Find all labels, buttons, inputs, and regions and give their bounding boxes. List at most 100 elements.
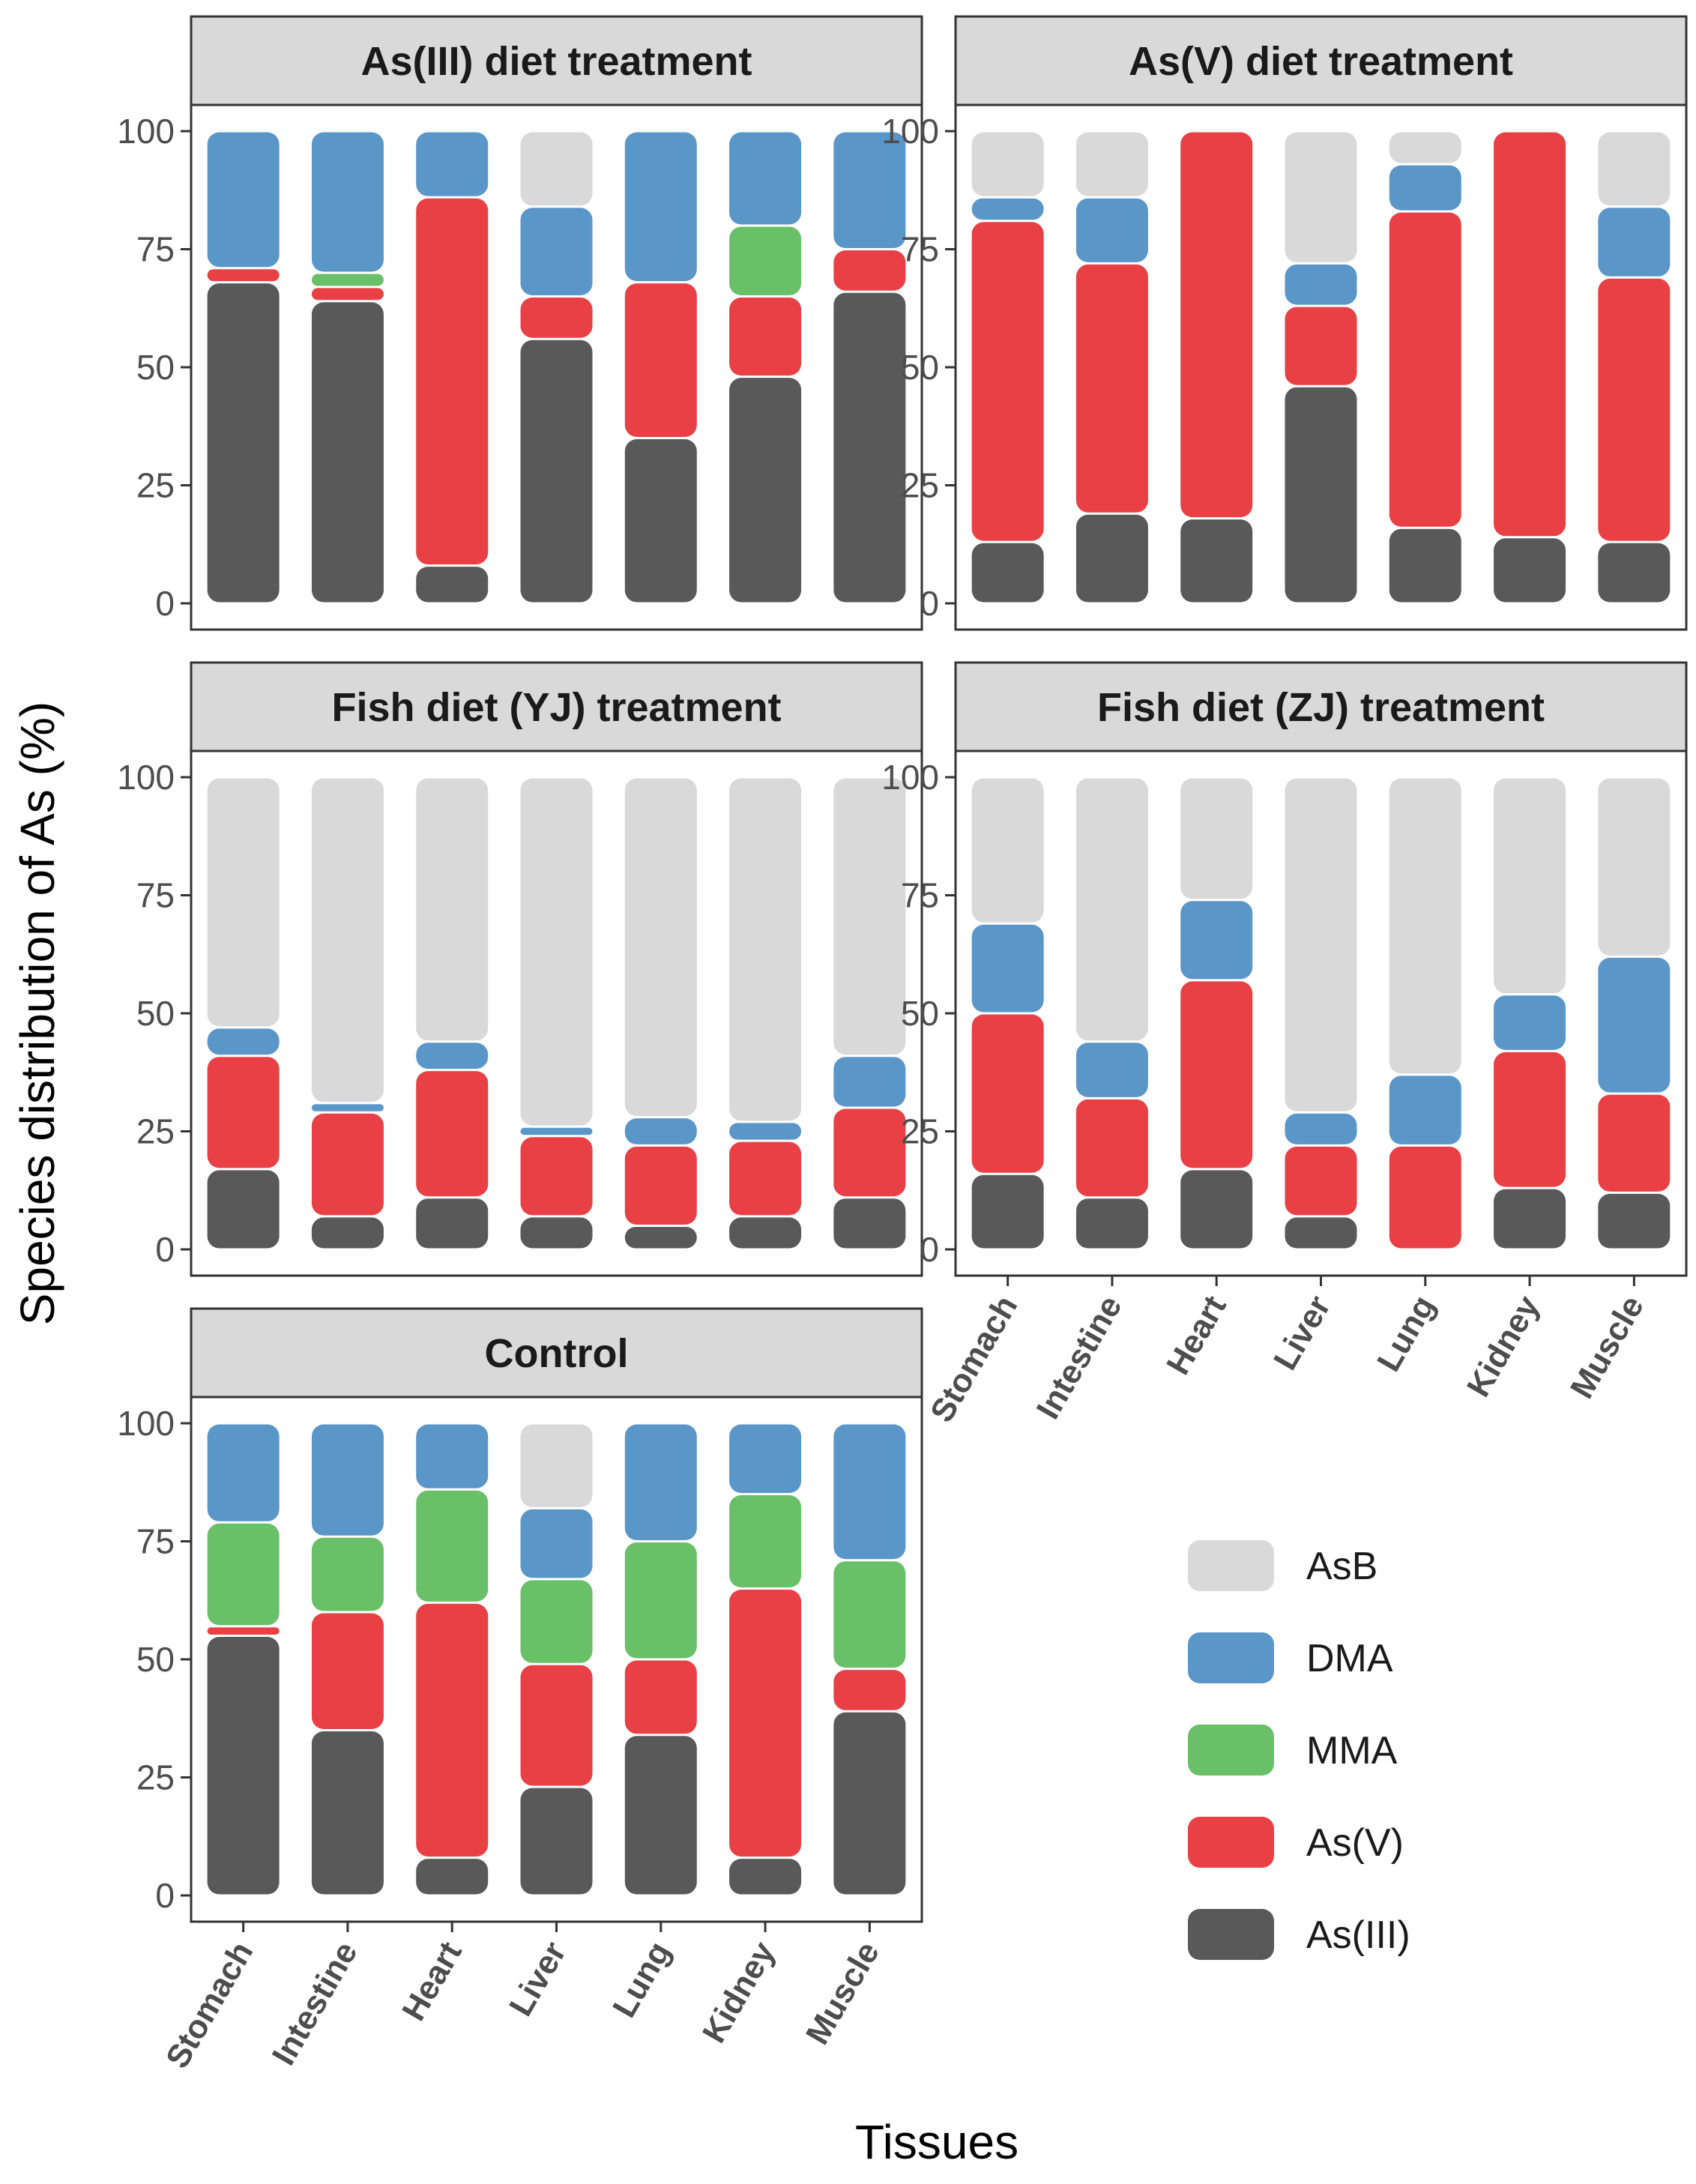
legend-swatch xyxy=(1188,1540,1274,1591)
legend-item-mma: MMA xyxy=(1188,1725,1398,1776)
bar-segment-intestine-mma xyxy=(311,274,384,286)
legend-label: MMA xyxy=(1306,1729,1398,1773)
bar-segment-kidney-as-v xyxy=(1494,1052,1566,1187)
bar-segment-intestine-dma xyxy=(311,1104,384,1111)
bar-segment-liver-asb xyxy=(520,778,593,1126)
bar-segment-kidney-mma xyxy=(729,1495,802,1587)
bar-segment-stomach-as-iii xyxy=(971,1174,1044,1249)
bar-segment-kidney-dma xyxy=(729,132,802,225)
bar-segment-muscle-asb xyxy=(1598,132,1671,206)
bar-segment-heart-dma xyxy=(1180,901,1253,980)
bars xyxy=(207,132,906,603)
y-tick-label: 50 xyxy=(136,994,175,1033)
bar-segment-muscle-asb xyxy=(833,778,906,1055)
bar-segment-lung-dma xyxy=(1389,165,1461,211)
bar-segment-muscle-as-v xyxy=(1598,1094,1671,1192)
bar-segment-liver-asb xyxy=(520,132,593,206)
y-tick-label: 0 xyxy=(920,584,939,623)
bar-segment-kidney-dma xyxy=(729,1123,802,1140)
bar-segment-muscle-as-iii xyxy=(833,1712,906,1895)
bar-segment-liver-as-iii xyxy=(520,1788,593,1895)
bar-segment-intestine-as-iii xyxy=(311,302,384,603)
bar-segment-liver-as-iii xyxy=(520,1217,593,1249)
bar-segment-kidney-asb xyxy=(1494,778,1566,994)
y-tick-label: 100 xyxy=(117,112,175,151)
bar-segment-lung-as-v xyxy=(1389,1146,1461,1249)
bar-segment-stomach-asb xyxy=(971,778,1044,923)
bars xyxy=(207,778,906,1249)
bar-segment-lung-as-v xyxy=(624,1660,697,1734)
bar-segment-lung-dma xyxy=(624,1424,697,1540)
bar-segment-liver-as-iii xyxy=(1285,1217,1357,1249)
bar-segment-heart-as-iii xyxy=(416,1198,489,1249)
bar-segment-muscle-as-v xyxy=(833,1670,906,1710)
bar-segment-lung-as-iii xyxy=(1389,528,1461,603)
bar-segment-heart-asb xyxy=(416,778,489,1041)
y-tick-label: 0 xyxy=(155,1230,175,1269)
legend-item-dma: DMA xyxy=(1188,1632,1393,1683)
y-tick-label: 75 xyxy=(901,230,939,269)
y-tick-label: 25 xyxy=(136,1758,175,1797)
bar-segment-intestine-asb xyxy=(1075,132,1148,196)
bar-segment-stomach-as-iii xyxy=(207,1170,280,1249)
bar-segment-liver-as-iii xyxy=(1285,387,1357,603)
bar-segment-intestine-as-v xyxy=(311,1613,384,1729)
bar-segment-intestine-dma xyxy=(311,1424,384,1536)
bars xyxy=(207,1424,906,1895)
panel-strip xyxy=(954,15,1688,106)
bar-segment-lung-as-iii xyxy=(624,439,697,603)
bar-segment-kidney-as-v xyxy=(729,1141,802,1216)
y-tick-label: 25 xyxy=(136,466,175,505)
bar-segment-intestine-mma xyxy=(311,1537,384,1611)
bar-segment-liver-dma xyxy=(520,1127,593,1135)
bar-segment-kidney-as-iii xyxy=(729,378,802,603)
y-tick-label: 25 xyxy=(136,1112,175,1151)
bar-segment-muscle-as-iii xyxy=(833,1198,906,1249)
bar-segment-liver-dma xyxy=(1285,264,1357,305)
bar-segment-lung-as-v xyxy=(624,1146,697,1225)
bar-segment-stomach-as-v xyxy=(207,1627,280,1635)
panel-title: Control xyxy=(485,1331,629,1376)
bar-segment-kidney-as-iii xyxy=(729,1217,802,1249)
bar-segment-liver-asb xyxy=(520,1424,593,1507)
bar-segment-stomach-dma xyxy=(971,198,1044,220)
bar-segment-muscle-as-v xyxy=(1598,278,1671,541)
y-tick-label: 25 xyxy=(901,1112,939,1151)
y-tick-label: 50 xyxy=(901,994,939,1033)
bar-segment-muscle-as-iii xyxy=(833,292,906,603)
bar-segment-lung-asb xyxy=(1389,778,1461,1074)
panel-as-v-diet-treatment: As(V) diet treatment 0 25 50 75 100 xyxy=(881,15,1688,631)
bar-segment-lung-as-v xyxy=(624,283,697,437)
bar-segment-kidney-as-iii xyxy=(1494,1189,1566,1249)
bar-segment-muscle-asb xyxy=(1598,778,1671,956)
bar-segment-liver-asb xyxy=(1285,778,1357,1111)
bar-segment-stomach-as-v xyxy=(971,1014,1044,1173)
bar-segment-liver-asb xyxy=(1285,132,1357,262)
bar-segment-intestine-dma xyxy=(1075,1043,1148,1097)
bar-segment-heart-mma xyxy=(416,1490,489,1602)
bar-segment-lung-as-v xyxy=(1389,212,1461,527)
bar-segment-muscle-dma xyxy=(1598,208,1671,277)
bar-segment-kidney-as-iii xyxy=(1494,538,1566,603)
y-tick-label: 100 xyxy=(117,758,175,797)
bar-segment-kidney-mma xyxy=(729,226,802,295)
bar-segment-lung-dma xyxy=(624,132,697,282)
bar-segment-liver-as-v xyxy=(1285,307,1357,385)
bar-segment-lung-mma xyxy=(624,1542,697,1659)
bar-segment-stomach-as-iii xyxy=(207,1637,280,1895)
bar-segment-liver-dma xyxy=(520,1509,593,1578)
bar-segment-lung-asb xyxy=(624,778,697,1117)
y-axis-title: Species distribution of As (%) xyxy=(10,702,64,1325)
panel-title: As(III) diet treatment xyxy=(360,39,752,84)
bar-segment-intestine-as-iii xyxy=(1075,1198,1148,1249)
legend-swatch xyxy=(1188,1725,1274,1776)
bar-segment-stomach-dma xyxy=(971,924,1044,1013)
bar-segment-kidney-dma xyxy=(729,1424,802,1493)
bar-segment-intestine-as-iii xyxy=(311,1731,384,1895)
y-tick-label: 0 xyxy=(155,1876,175,1915)
bar-segment-stomach-dma xyxy=(207,132,280,268)
legend-item-as-iii: As(III) xyxy=(1188,1909,1410,1960)
bar-segment-muscle-mma xyxy=(833,1561,906,1668)
